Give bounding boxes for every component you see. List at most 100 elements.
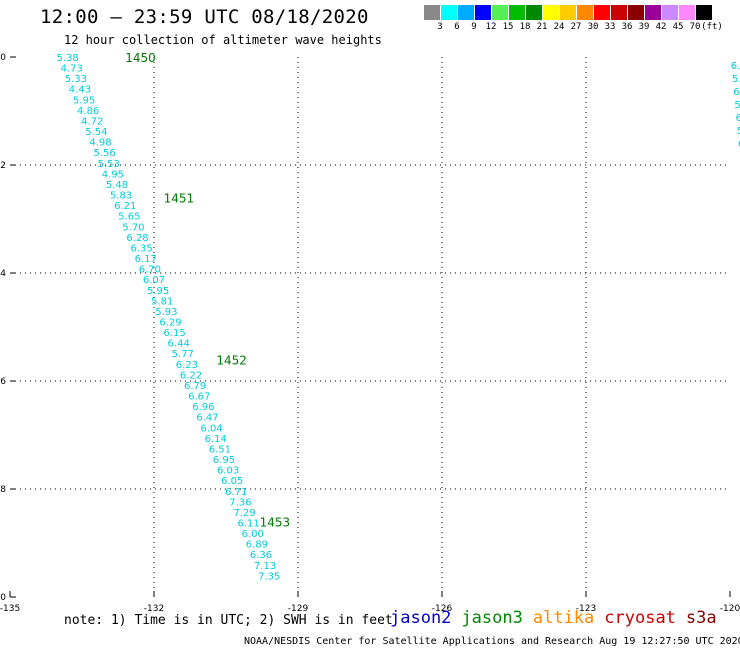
color-swatch-9 [577,5,593,20]
time-label: 1450 [125,51,156,65]
y-tick-label: -8 [0,485,6,495]
swh-value: 5.65 [118,212,140,223]
swh-value: 6.47 [196,413,218,424]
y-tick-label: -4 [0,269,6,279]
color-scale-label: 39 [638,22,650,32]
swh-value: 5.95 [73,95,95,106]
swh-value: 4.72 [81,116,103,127]
swh-value: 5.38 [56,53,78,64]
swh-value: 6.11 [237,519,259,530]
x-tick-label: -123 [576,604,596,614]
swh-value: 6.79 [184,381,206,392]
chart-title: 12:00 – 23:59 UTC 08/18/2020 [40,6,369,28]
color-swatch-12 [628,5,644,20]
color-swatch-8 [560,5,576,20]
swh-value: 6.70 [139,265,161,276]
swh-value: 4.95 [102,169,124,180]
satellite-jason3: jason3 [461,608,523,628]
x-tick-label: -135 [0,604,20,614]
color-swatch-0 [424,5,440,20]
swh-value: 5.77 [172,349,194,360]
color-scale-label: 15 [502,22,514,32]
swh-value: 6.36 [250,550,272,561]
color-scale-label: 42 [655,22,667,32]
color-swatch-10 [594,5,610,20]
swh-value-edge: 5 [737,126,740,137]
color-scale-label: 3 [437,22,443,32]
swh-value: 4.98 [89,138,111,149]
swh-value: 7.13 [254,561,276,572]
color-scale-label: 24 [553,22,565,32]
color-swatch-16 [696,5,712,20]
x-tick-label: -129 [288,604,309,614]
swh-value-edge: 6 [738,139,740,150]
swh-value: 6.96 [192,402,214,413]
color-swatch-15 [679,5,695,20]
color-scale-label: 45 [672,22,684,32]
color-scale-label: 9 [471,22,477,32]
x-tick-label: -126 [432,604,453,614]
satellite-cryosat: cryosat [604,608,676,628]
swh-value-edge: 5.4 [732,74,740,85]
satellite-jason2: jason2 [390,608,452,628]
swh-value: 6.95 [213,455,235,466]
color-scale-label: 36 [621,22,633,32]
color-swatch-5 [509,5,525,20]
swh-value: 6.00 [242,529,264,540]
swh-value: 6.28 [126,233,148,244]
color-swatch-13 [645,5,661,20]
swh-value: 6.23 [176,360,198,371]
swh-value: 5.81 [151,296,173,307]
chart-subtitle: 12 hour collection of altimeter wave hei… [64,33,382,47]
swh-value: 6.44 [168,339,190,350]
x-tick-label: -132 [144,604,164,614]
swh-value: 6.22 [180,370,202,381]
time-label: 1452 [216,353,247,367]
color-swatch-4 [492,5,508,20]
color-scale-label: 30 [587,22,599,32]
color-scale-label: (ft) [701,22,723,32]
swh-value: 6.89 [246,540,268,551]
color-swatch-1 [441,5,457,20]
footer-credit: NOAA/NESDIS Center for Satellite Applica… [244,636,740,647]
swh-value: 5.70 [122,222,144,233]
time-label: 1453 [260,515,291,529]
swh-value: 6.71 [225,487,247,498]
color-scale-label: 27 [570,22,582,32]
swh-value: 6.15 [163,328,185,339]
swh-value: 6.07 [143,275,165,286]
swh-value: 7.29 [233,508,255,519]
swh-value: 6.51 [209,444,231,455]
color-scale-label: 6 [454,22,460,32]
swh-value: 6.04 [200,423,222,434]
swh-value: 4.86 [77,106,99,117]
satellite-altika: altika [532,608,595,628]
satellite-s3a: s3a [685,608,717,628]
swh-value: 6.17 [135,254,157,265]
color-swatch-14 [662,5,678,20]
swh-value: 5.48 [106,180,128,191]
color-scale-label: 18 [519,22,531,32]
swh-value: 6.29 [159,317,181,328]
y-tick-label: -6 [0,377,6,387]
swh-value: 5.93 [155,307,177,318]
color-scale-label: 12 [485,22,497,32]
time-label: 1451 [164,191,195,205]
color-swatch-2 [458,5,474,20]
swh-value: 5.83 [110,191,132,202]
swh-value-edge: 5 [734,100,740,111]
swh-value: 4.43 [69,85,91,96]
swh-value: 6.14 [205,434,227,445]
swh-value: 5.33 [65,74,87,85]
color-scale-label: 70 [689,22,701,32]
swh-value: 5.56 [93,148,115,159]
color-swatch-11 [611,5,627,20]
satellite-legend: jason2 jason3 altika cryosat s3a [390,608,727,628]
swh-value-edge: 6.2 [731,61,740,72]
swh-value: 6.67 [188,392,210,403]
color-swatch-7 [543,5,559,20]
color-swatch-3 [475,5,491,20]
y-tick-label: 0 [0,53,6,63]
footer-note: note: 1) Time is in UTC; 2) SWH is in fe… [64,613,393,628]
